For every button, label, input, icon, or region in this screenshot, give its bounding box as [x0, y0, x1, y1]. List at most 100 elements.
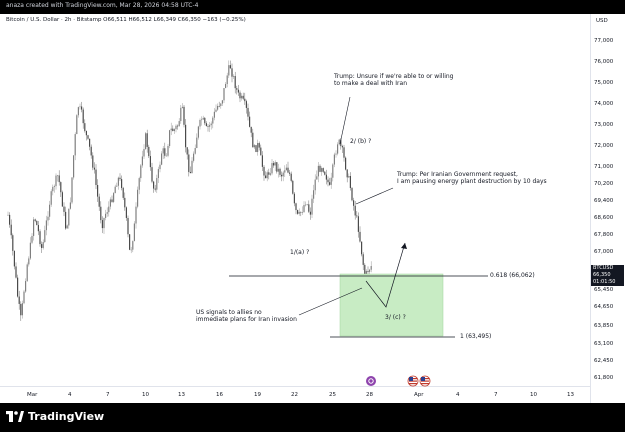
candle-body: [201, 119, 203, 121]
candle-body: [53, 186, 55, 187]
candle-body: [255, 145, 257, 152]
candle-body: [31, 235, 33, 243]
candle-body: [156, 178, 158, 190]
candle-body: [28, 258, 30, 265]
candle-body: [185, 124, 187, 148]
time-axis-label: 4: [456, 392, 460, 398]
candle-body: [58, 175, 60, 183]
event-marker-us-flag-icon[interactable]: [407, 375, 419, 387]
candle-body: [61, 192, 63, 207]
time-axis-label: 25: [329, 392, 336, 398]
candle-body: [50, 191, 52, 205]
time-axis-label: 10: [530, 392, 537, 398]
price-axis-label: 67,800: [594, 232, 614, 238]
projection-arrow-head: [401, 243, 407, 249]
candle-body: [84, 123, 86, 131]
candle-body: [55, 175, 57, 187]
candle-body: [361, 241, 363, 255]
candle-body: [335, 153, 337, 155]
candle-body: [79, 106, 81, 108]
candle-body: [196, 137, 198, 149]
candle-body: [252, 132, 254, 148]
candle-body: [175, 125, 177, 130]
candle-body: [77, 107, 79, 116]
candle-body: [265, 175, 267, 179]
candle-body: [148, 146, 150, 157]
candle-body: [266, 172, 268, 179]
time-axis[interactable]: [0, 386, 590, 404]
candle-body: [301, 212, 303, 213]
tradingview-logo[interactable]: TradingView: [6, 410, 104, 423]
candle-body: [151, 167, 153, 182]
candle-body: [143, 149, 145, 157]
annotation-line: Trump: Unsure if we're able to or willin…: [334, 73, 454, 80]
candle-body: [325, 174, 327, 180]
candle-body: [164, 148, 166, 156]
candle-body: [129, 234, 131, 250]
candle-body: [161, 153, 163, 165]
candle-body: [173, 129, 175, 132]
candle-body: [130, 249, 132, 251]
candle-body: [181, 106, 183, 108]
candle-body: [215, 109, 217, 112]
candle-body: [89, 138, 91, 147]
candle-body: [93, 167, 95, 170]
candle-body: [87, 135, 89, 139]
candle-body: [183, 106, 185, 125]
candle-body: [37, 225, 39, 232]
projection-path[interactable]: [365, 242, 406, 308]
candle-body: [213, 111, 215, 118]
last-price-value: 66,350: [593, 271, 611, 278]
candle-body: [92, 155, 94, 168]
candle-body: [231, 68, 233, 77]
candle-body: [138, 178, 140, 190]
candle-body: [249, 116, 251, 127]
time-axis-label: 7: [494, 392, 498, 398]
candle-body: [103, 217, 105, 229]
last-price-symbol: BTCUSD: [593, 265, 614, 271]
event-marker-us-flag-icon[interactable]: [419, 375, 431, 387]
candle-body: [63, 206, 65, 212]
time-axis-label: 16: [216, 392, 223, 398]
candle-body: [111, 199, 113, 202]
candle-body: [207, 126, 209, 127]
time-axis-label: Mar: [27, 392, 38, 398]
candle-body: [228, 65, 230, 76]
last-price-badge[interactable]: BTCUSD 66,350: [591, 265, 624, 279]
price-axis-label: 71,000: [594, 164, 614, 170]
candle-body: [68, 208, 70, 226]
candle-body: [76, 115, 78, 135]
candle-body: [338, 139, 340, 145]
candle-body: [34, 219, 36, 221]
price-axis-label: 68,600: [594, 215, 614, 221]
candle-body: [340, 139, 342, 147]
candle-body: [193, 153, 195, 161]
event-marker-crypto-icon[interactable]: [365, 375, 377, 387]
annotation-line: Trump: Per Iranian Government request,: [397, 171, 518, 178]
candle-body: [108, 206, 110, 213]
candle-body: [194, 148, 196, 154]
candle-body: [153, 181, 155, 189]
candlestick-series[interactable]: [0, 14, 590, 386]
candle-body: [69, 202, 71, 209]
target-zone-box[interactable]: [339, 273, 444, 337]
annotation-line: US signals to allies no: [196, 309, 262, 316]
time-axis-label: 22: [291, 392, 298, 398]
price-axis-label: 77,000: [594, 38, 614, 44]
candle-body: [212, 117, 214, 124]
candle-body: [26, 264, 28, 282]
price-axis[interactable]: [590, 14, 625, 403]
candle-body: [47, 216, 49, 221]
price-axis-label: 63,100: [594, 341, 614, 347]
candle-body: [295, 203, 297, 211]
candle-body: [287, 167, 289, 173]
candle-body: [205, 123, 207, 127]
candle-body: [90, 146, 92, 156]
candle-body: [17, 277, 19, 297]
candle-body: [274, 162, 276, 166]
candle-body: [333, 154, 335, 165]
candle-body: [141, 156, 143, 166]
candle-body: [297, 210, 299, 214]
candle-body: [354, 205, 356, 216]
time-axis-label: 13: [567, 392, 574, 398]
